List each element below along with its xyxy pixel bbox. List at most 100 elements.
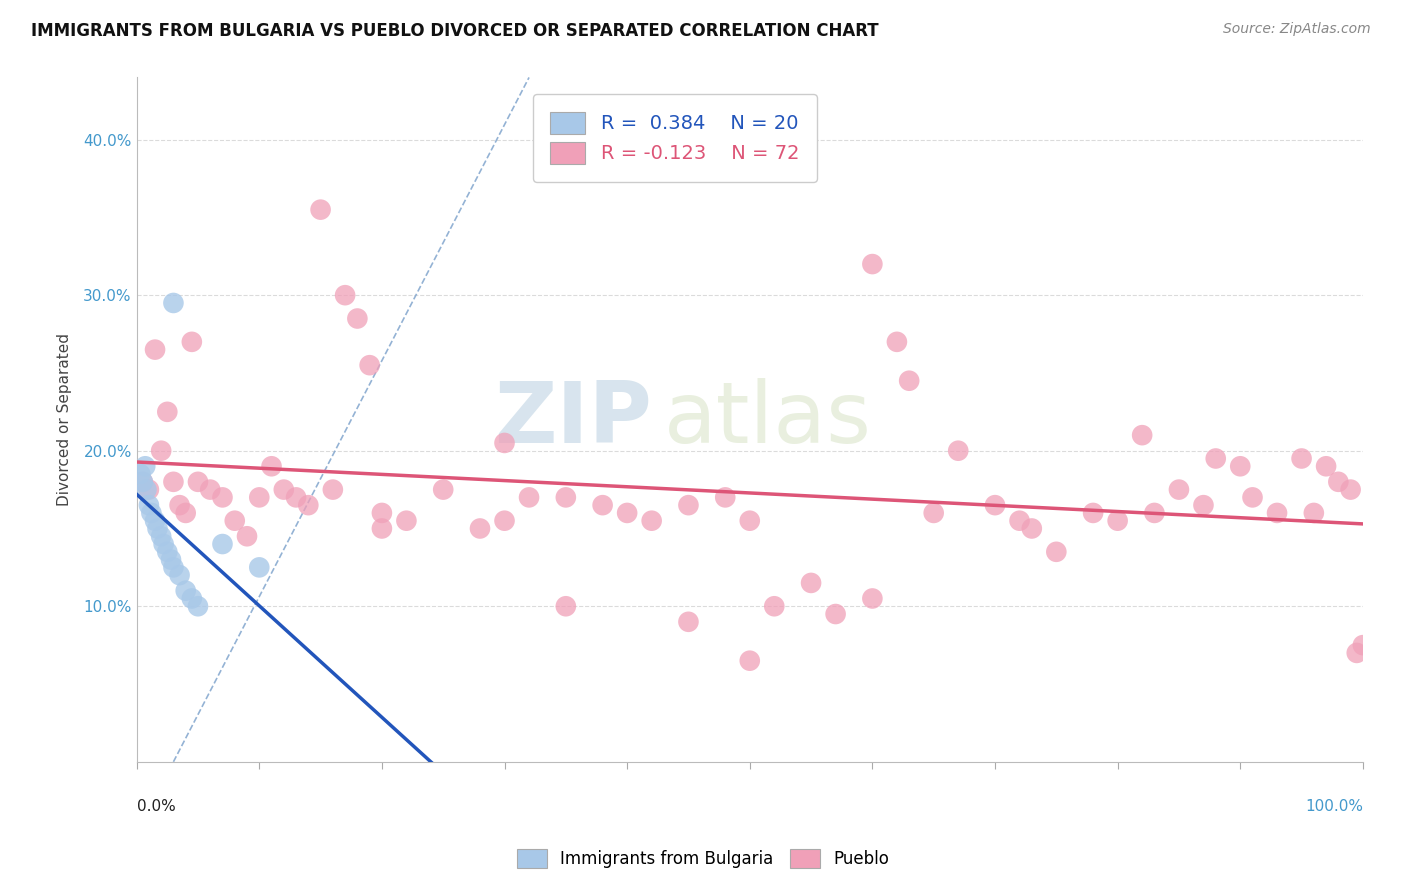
Point <box>1241 491 1264 505</box>
Point <box>150 529 173 543</box>
Point <box>714 491 737 505</box>
Point <box>187 599 209 614</box>
Point <box>1168 483 1191 497</box>
Point <box>860 257 883 271</box>
Point <box>494 514 516 528</box>
Point <box>169 498 191 512</box>
Text: 0.0%: 0.0% <box>136 799 176 814</box>
Text: atlas: atlas <box>664 378 872 461</box>
Text: ZIP: ZIP <box>494 378 651 461</box>
Point <box>143 343 166 357</box>
Point <box>678 615 700 629</box>
Point <box>132 475 155 489</box>
Point <box>146 521 169 535</box>
Point <box>371 521 394 535</box>
Point <box>309 202 332 217</box>
Point <box>616 506 638 520</box>
Point <box>592 498 614 512</box>
Point <box>763 599 786 614</box>
Y-axis label: Divorced or Separated: Divorced or Separated <box>58 333 72 506</box>
Point <box>886 334 908 349</box>
Point <box>860 591 883 606</box>
Point <box>247 560 270 574</box>
Point <box>273 483 295 497</box>
Point <box>180 591 202 606</box>
Point <box>141 506 163 520</box>
Point <box>1340 483 1362 497</box>
Point <box>160 552 183 566</box>
Point <box>517 491 540 505</box>
Point <box>1045 545 1067 559</box>
Point <box>138 483 160 497</box>
Point <box>1081 506 1104 520</box>
Point <box>554 599 576 614</box>
Point <box>898 374 921 388</box>
Point <box>135 483 157 497</box>
Point <box>1291 451 1313 466</box>
Point <box>640 514 662 528</box>
Point <box>322 483 344 497</box>
Point <box>1107 514 1129 528</box>
Point <box>297 498 319 512</box>
Point <box>134 459 156 474</box>
Point <box>162 560 184 574</box>
Point <box>156 405 179 419</box>
Point <box>174 583 197 598</box>
Point <box>169 568 191 582</box>
Point <box>494 436 516 450</box>
Point <box>800 575 823 590</box>
Text: 100.0%: 100.0% <box>1305 799 1362 814</box>
Point <box>211 537 233 551</box>
Point <box>984 498 1007 512</box>
Point <box>1351 638 1374 652</box>
Point <box>1205 451 1227 466</box>
Point <box>1327 475 1350 489</box>
Point <box>236 529 259 543</box>
Point <box>224 514 246 528</box>
Point <box>143 514 166 528</box>
Point <box>150 443 173 458</box>
Point <box>678 498 700 512</box>
Point <box>468 521 491 535</box>
Point <box>738 654 761 668</box>
Point <box>152 537 174 551</box>
Point <box>1265 506 1288 520</box>
Point <box>1192 498 1215 512</box>
Point <box>200 483 222 497</box>
Point <box>180 334 202 349</box>
Point <box>395 514 418 528</box>
Point <box>1021 521 1043 535</box>
Point <box>187 475 209 489</box>
Point <box>285 491 308 505</box>
Point <box>260 459 283 474</box>
Point <box>333 288 356 302</box>
Point <box>1143 506 1166 520</box>
Legend: R =  0.384    N = 20, R = -0.123    N = 72: R = 0.384 N = 20, R = -0.123 N = 72 <box>533 94 817 182</box>
Point <box>138 498 160 512</box>
Point <box>1315 459 1337 474</box>
Text: Source: ZipAtlas.com: Source: ZipAtlas.com <box>1223 22 1371 37</box>
Point <box>738 514 761 528</box>
Point <box>1008 514 1031 528</box>
Point <box>1229 459 1251 474</box>
Point <box>432 483 454 497</box>
Point <box>1302 506 1324 520</box>
Point <box>156 545 179 559</box>
Point <box>162 475 184 489</box>
Point <box>132 475 155 489</box>
Point <box>922 506 945 520</box>
Point <box>359 358 381 372</box>
Point <box>824 607 846 621</box>
Point <box>247 491 270 505</box>
Point <box>1346 646 1368 660</box>
Point <box>371 506 394 520</box>
Point <box>346 311 368 326</box>
Point <box>211 491 233 505</box>
Point <box>162 296 184 310</box>
Point <box>1130 428 1153 442</box>
Point <box>554 491 576 505</box>
Legend: Immigrants from Bulgaria, Pueblo: Immigrants from Bulgaria, Pueblo <box>510 843 896 875</box>
Point <box>174 506 197 520</box>
Point <box>129 467 152 481</box>
Text: IMMIGRANTS FROM BULGARIA VS PUEBLO DIVORCED OR SEPARATED CORRELATION CHART: IMMIGRANTS FROM BULGARIA VS PUEBLO DIVOR… <box>31 22 879 40</box>
